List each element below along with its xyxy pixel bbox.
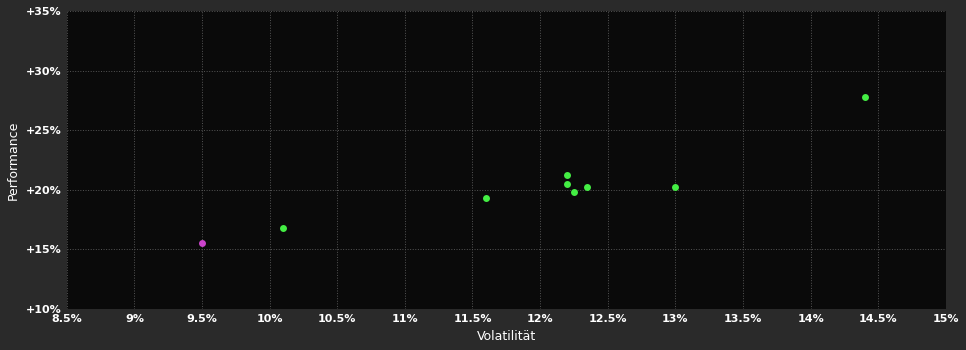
Point bbox=[857, 94, 872, 99]
Point bbox=[580, 184, 595, 190]
Point bbox=[275, 225, 291, 231]
Point bbox=[478, 195, 494, 201]
Point bbox=[559, 181, 575, 187]
Y-axis label: Performance: Performance bbox=[7, 120, 20, 200]
Point bbox=[566, 189, 582, 195]
Point bbox=[559, 173, 575, 178]
Point bbox=[194, 240, 210, 246]
Point bbox=[668, 184, 683, 190]
X-axis label: Volatilität: Volatilität bbox=[476, 330, 536, 343]
